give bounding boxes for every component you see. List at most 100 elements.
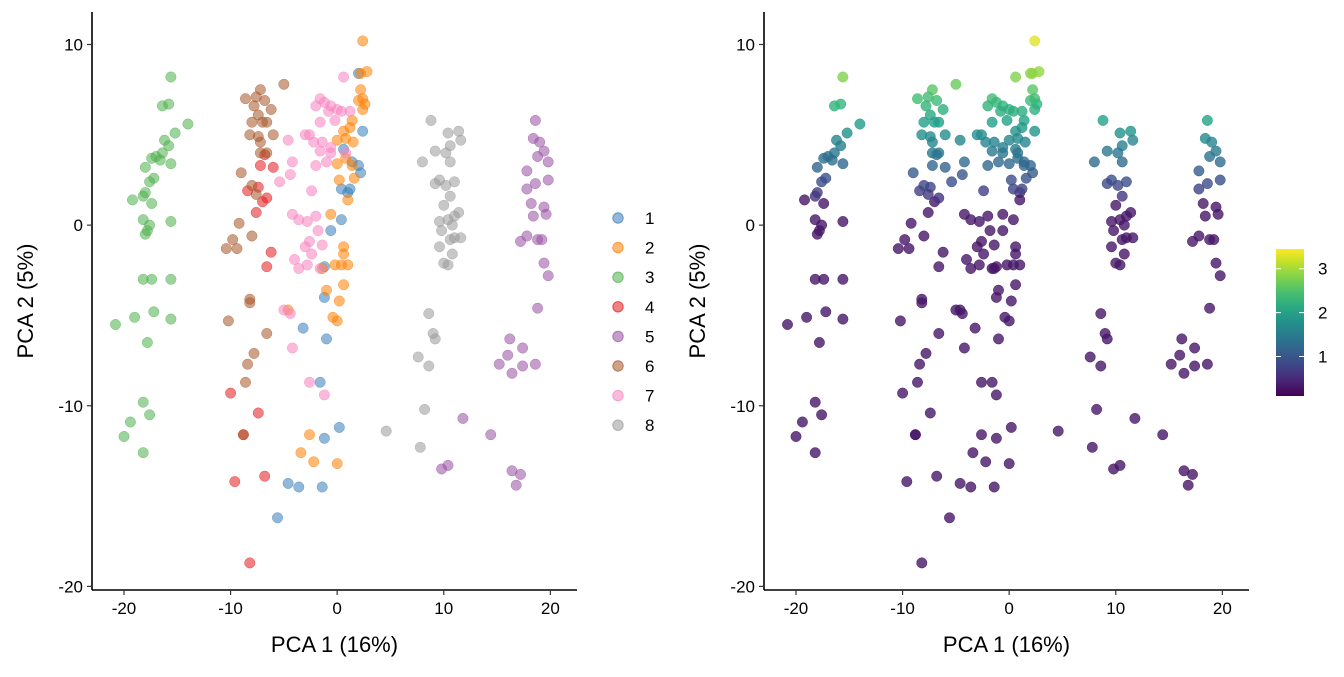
data-point-cluster-5 — [510, 479, 522, 491]
x-axis-title: PCA 1 (16%) — [271, 632, 398, 657]
data-point-cluster-7 — [971, 241, 983, 253]
x-tick-label: 20 — [541, 599, 560, 618]
data-point-cluster-3 — [163, 98, 175, 110]
data-point-cluster-6 — [914, 358, 926, 370]
data-point-cluster-2 — [321, 284, 332, 296]
data-point-cluster-8 — [425, 114, 437, 126]
data-point-cluster-6 — [920, 347, 932, 359]
data-point-cluster-7 — [310, 210, 322, 222]
data-point-cluster-7 — [988, 239, 1000, 251]
data-point-cluster-4 — [225, 387, 237, 399]
data-point-cluster-2 — [1003, 458, 1015, 470]
data-point-cluster-5 — [1193, 183, 1205, 195]
data-point-cluster-6 — [918, 179, 930, 191]
data-point-cluster-4 — [939, 161, 951, 173]
data-point-cluster-4 — [933, 192, 945, 204]
data-point-cluster-8 — [412, 351, 424, 363]
data-point-cluster-6 — [950, 78, 962, 90]
data-point-cluster-8 — [429, 145, 441, 157]
data-point-cluster-8 — [423, 360, 435, 372]
data-point-cluster-1 — [988, 481, 1000, 493]
data-point-cluster-3 — [169, 127, 181, 139]
data-point-cluster-6 — [222, 315, 234, 327]
data-point-cluster-1 — [997, 225, 1009, 237]
data-point-cluster-7 — [956, 169, 968, 181]
data-point-cluster-3 — [110, 319, 121, 330]
data-point-cluster-2 — [1003, 134, 1015, 146]
data-point-cluster-8 — [1116, 190, 1128, 202]
legend-label-8: 8 — [645, 416, 654, 435]
x-tick-label: 0 — [332, 599, 341, 618]
x-tick-label: -20 — [112, 599, 137, 618]
data-point-cluster-3 — [118, 431, 130, 442]
data-point-cluster-8 — [1086, 441, 1098, 453]
data-point-cluster-7 — [1012, 147, 1024, 159]
y-tick-label: 0 — [746, 216, 755, 235]
y-tick-label: 10 — [736, 36, 755, 55]
data-point-cluster-3 — [837, 71, 849, 83]
data-point-cluster-6 — [265, 104, 277, 115]
data-point-cluster-7 — [1001, 114, 1013, 126]
data-point-cluster-5 — [1197, 198, 1209, 209]
legend-key-6 — [612, 360, 624, 372]
y-tick-label: -20 — [730, 577, 755, 596]
data-point-cluster-5 — [517, 360, 529, 372]
data-point-cluster-8 — [446, 248, 458, 260]
data-point-cluster-6 — [248, 100, 260, 112]
data-point-cluster-2 — [1005, 174, 1017, 186]
data-point-cluster-8 — [1052, 425, 1064, 437]
data-point-cluster-5 — [521, 183, 533, 195]
data-point-cluster-8 — [1110, 199, 1122, 211]
data-point-cluster-7 — [321, 156, 332, 168]
x-tick-label: 10 — [434, 599, 453, 618]
data-point-cluster-2 — [980, 456, 992, 468]
data-point-cluster-5 — [1193, 165, 1205, 177]
data-point-cluster-3 — [124, 416, 136, 428]
data-point-cluster-2 — [338, 279, 350, 291]
data-point-cluster-2 — [347, 136, 359, 148]
data-point-cluster-8 — [442, 127, 454, 139]
data-point-cluster-5 — [1212, 208, 1224, 220]
data-point-cluster-2 — [1001, 259, 1013, 271]
data-point-cluster-2 — [333, 295, 345, 307]
data-point-cluster-8 — [1084, 351, 1096, 363]
data-point-cluster-8 — [1091, 403, 1103, 415]
colorbar-scale — [1276, 249, 1304, 396]
data-point-cluster-4 — [252, 407, 264, 419]
data-point-cluster-7 — [986, 116, 998, 128]
data-point-cluster-4 — [931, 470, 943, 482]
data-point-cluster-4 — [924, 407, 936, 419]
data-point-cluster-5 — [1199, 210, 1211, 222]
data-point-cluster-4 — [267, 161, 279, 173]
data-point-cluster-5 — [1108, 463, 1120, 475]
data-point-cluster-5 — [542, 156, 554, 168]
data-point-cluster-2 — [333, 174, 345, 186]
data-point-cluster-8 — [1120, 210, 1132, 222]
data-point-cluster-1 — [316, 481, 328, 493]
data-point-cluster-3 — [811, 228, 823, 240]
data-point-cluster-2 — [1010, 279, 1022, 291]
data-point-cluster-3 — [137, 396, 149, 408]
data-point-cluster-2 — [1027, 67, 1039, 79]
data-point-cluster-5 — [1214, 270, 1226, 282]
data-point-cluster-8 — [1101, 178, 1113, 190]
data-point-cluster-8 — [448, 210, 460, 222]
data-point-cluster-1 — [990, 432, 1002, 444]
data-point-cluster-7 — [299, 241, 311, 253]
data-point-cluster-7 — [306, 185, 318, 197]
data-point-cluster-8 — [438, 199, 450, 211]
data-point-cluster-6 — [892, 243, 904, 255]
data-point-cluster-3 — [182, 118, 194, 130]
data-point-cluster-4 — [244, 557, 256, 569]
data-point-cluster-7 — [314, 116, 326, 128]
data-point-cluster-5 — [529, 178, 541, 190]
legend-key-4 — [612, 301, 624, 313]
data-point-cluster-3 — [801, 311, 813, 323]
data-point-cluster-2 — [308, 456, 320, 468]
data-point-cluster-8 — [440, 147, 452, 159]
data-point-cluster-5 — [532, 302, 544, 314]
y-tick-label: 10 — [64, 36, 83, 55]
data-point-cluster-7 — [990, 389, 1002, 401]
data-point-cluster-6 — [248, 347, 260, 359]
legend-label-4: 4 — [645, 298, 654, 317]
